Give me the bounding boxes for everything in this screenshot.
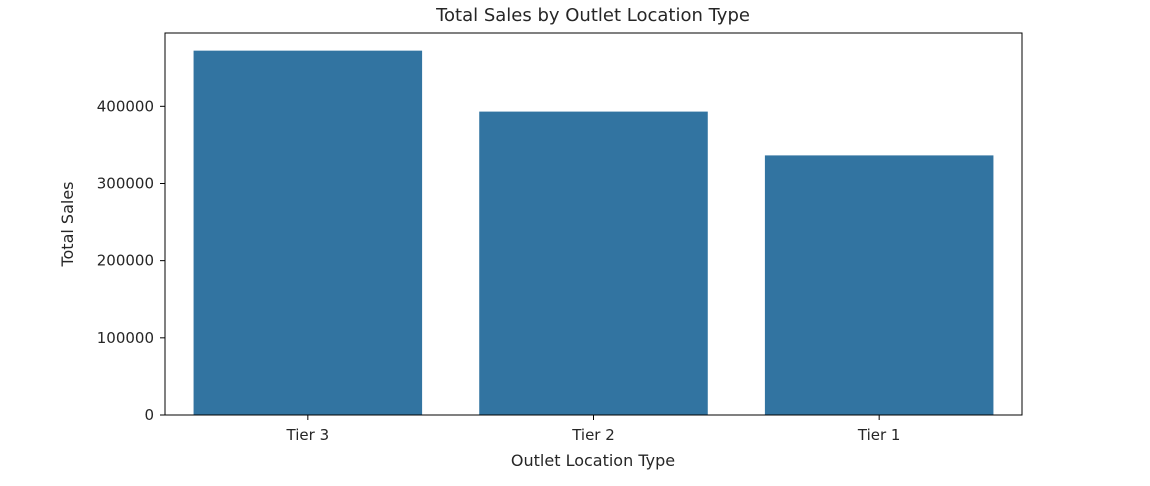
y-tick-label: 0: [144, 406, 154, 424]
bars-layer: [193, 50, 994, 416]
y-tick-label: 300000: [97, 174, 154, 192]
y-tick-label: 400000: [97, 97, 154, 115]
y-axis-ticks: 0 100000 200000 300000 400000: [97, 97, 165, 424]
chart-title: Total Sales by Outlet Location Type: [435, 5, 750, 26]
x-tick-label: Tier 1: [857, 426, 901, 444]
x-axis-label: Outlet Location Type: [511, 451, 675, 470]
plot-frame: [164, 32, 1023, 416]
x-tick-label: Tier 2: [571, 426, 615, 444]
x-axis-ticks: Tier 3 Tier 2 Tier 1: [286, 415, 901, 444]
bar-tier-1: [764, 155, 994, 416]
x-tick-label: Tier 3: [286, 426, 330, 444]
bar-tier-3: [193, 50, 423, 416]
y-tick-label: 200000: [97, 252, 154, 270]
y-tick-label: 100000: [97, 329, 154, 347]
y-axis-label: Total Sales: [58, 181, 77, 267]
bar-tier-2: [479, 111, 708, 415]
